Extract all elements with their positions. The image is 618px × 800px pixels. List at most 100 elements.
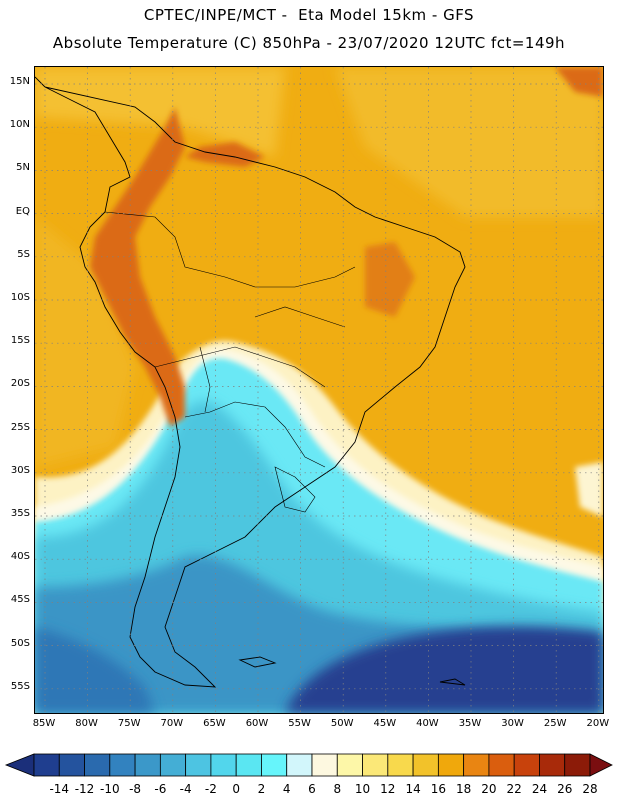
colorbar-label: 4 bbox=[282, 782, 291, 796]
map-title-line1: CPTEC/INPE/MCT - Eta Model 15km - GFS bbox=[143, 6, 475, 24]
graticule bbox=[35, 67, 603, 713]
colorbar-label: -10 bbox=[100, 782, 120, 796]
colorbar-label: 14 bbox=[405, 782, 421, 796]
colorbar-bin-6 bbox=[185, 753, 212, 777]
colorbar-label: -14 bbox=[49, 782, 70, 796]
colorbar-label: 28 bbox=[582, 782, 598, 796]
field-brazil-warm bbox=[365, 242, 415, 317]
lat-label-50S: 50S bbox=[10, 637, 30, 649]
lat-label-30S: 30S bbox=[10, 464, 30, 476]
lon-label-40W: 40W bbox=[416, 718, 439, 729]
colorbar-label: -4 bbox=[179, 782, 192, 796]
colorbar bbox=[4, 753, 613, 777]
lat-label-20S: 20S bbox=[10, 378, 30, 390]
border-brazil-inner bbox=[254, 306, 346, 328]
colorbar-label: 6 bbox=[308, 782, 316, 796]
colorbar-label: 12 bbox=[380, 782, 396, 796]
colorbar-label: 20 bbox=[481, 782, 497, 796]
falkland-islands bbox=[238, 656, 277, 668]
colorbar-label: 10 bbox=[354, 782, 371, 796]
border-bolivia bbox=[154, 346, 326, 388]
uruguay-outline bbox=[274, 466, 316, 513]
colorbar-bin-13 bbox=[362, 753, 389, 777]
lon-label-85W: 85W bbox=[32, 718, 56, 729]
colorbar-bin-3 bbox=[109, 753, 136, 777]
colorbar-bin-9 bbox=[261, 753, 288, 777]
colorbar-under-arrow bbox=[4, 753, 35, 777]
colorbar-label: 22 bbox=[506, 782, 522, 796]
map-title-line2: Absolute Temperature (C) 850hPa - 23/07/… bbox=[52, 34, 566, 52]
lat-label-EQ: EQ bbox=[15, 205, 30, 217]
colorbar-bin-5 bbox=[159, 753, 187, 777]
lat-label-55S: 55S bbox=[10, 680, 30, 692]
field-deep-blue bbox=[285, 626, 603, 713]
colorbar-bin-8 bbox=[235, 753, 262, 777]
colorbar-bin-16 bbox=[437, 753, 465, 777]
lon-label-30W: 30W bbox=[501, 718, 524, 729]
colorbar-bin-11 bbox=[311, 753, 338, 777]
colorbar-bin-20 bbox=[539, 753, 566, 777]
colorbar-label: 2 bbox=[257, 782, 266, 796]
lat-label-10N: 10N bbox=[9, 119, 30, 131]
colorbar-label: 26 bbox=[557, 782, 573, 796]
colorbar-label: -6 bbox=[154, 782, 167, 796]
lon-label-70W: 70W bbox=[160, 718, 184, 729]
colorbar-label: 24 bbox=[531, 782, 548, 796]
field-atlantic-cream bbox=[575, 462, 603, 517]
lat-label-5S: 5S bbox=[17, 248, 30, 260]
lon-label-25W: 25W bbox=[543, 718, 567, 729]
border-north bbox=[104, 211, 356, 288]
map-frame bbox=[34, 66, 604, 714]
colorbar-bin-12 bbox=[336, 753, 363, 777]
lon-label-75W: 75W bbox=[117, 718, 141, 729]
field-blue-southwest bbox=[35, 627, 155, 713]
lat-label-5N: 5N bbox=[16, 162, 30, 174]
lat-label-40S: 40S bbox=[10, 551, 30, 563]
colorbar-bin-18 bbox=[488, 753, 515, 777]
country-borders bbox=[104, 211, 356, 513]
lon-label-50W: 50W bbox=[330, 718, 354, 729]
lat-label-15N: 15N bbox=[9, 76, 30, 87]
lon-label-20W: 20W bbox=[586, 718, 610, 729]
colorbar-bin-17 bbox=[463, 753, 490, 777]
colorbar-label: 18 bbox=[455, 782, 472, 796]
lon-label-55W: 55W bbox=[288, 718, 311, 729]
field-pale-pacific bbox=[35, 217, 135, 467]
lat-label-35S: 35S bbox=[10, 508, 30, 519]
lon-label-60W: 60W bbox=[245, 718, 269, 729]
central-america-coast bbox=[35, 76, 46, 88]
colorbar-bin-15 bbox=[412, 753, 439, 777]
colorbar-label: -12 bbox=[74, 782, 95, 796]
colorbar-bin-10 bbox=[286, 753, 313, 777]
field-pale-atlantic bbox=[335, 67, 603, 217]
lat-label-45S: 45S bbox=[10, 594, 30, 606]
lon-label-45W: 45W bbox=[373, 718, 397, 729]
border-argentina bbox=[184, 401, 326, 468]
colorbar-bin-2 bbox=[84, 753, 111, 777]
colorbar-label: -8 bbox=[129, 782, 142, 796]
colorbar-bin-19 bbox=[513, 753, 540, 777]
south-georgia bbox=[439, 678, 466, 686]
lat-label-10S: 10S bbox=[10, 292, 30, 303]
field-andes-ridge bbox=[90, 107, 185, 427]
colorbar-label: 8 bbox=[333, 782, 342, 796]
colorbar-over-arrow bbox=[589, 753, 613, 777]
colorbar-bin-7 bbox=[210, 753, 237, 777]
colorbar-bin-4 bbox=[134, 753, 161, 777]
lon-label-65W: 65W bbox=[203, 718, 226, 729]
lon-label-80W: 80W bbox=[75, 718, 98, 729]
colorbar-label: 0 bbox=[232, 782, 240, 796]
colorbar-label: -2 bbox=[204, 782, 217, 796]
coastlines bbox=[35, 76, 466, 688]
border-chile bbox=[199, 346, 211, 413]
lon-label-35W: 35W bbox=[458, 718, 482, 729]
field-northeast-hot bbox=[555, 67, 603, 97]
field-pale-north bbox=[35, 67, 285, 157]
colorbar-bin-21 bbox=[564, 753, 591, 777]
lat-label-15S: 15S bbox=[10, 335, 30, 347]
lat-label-25S: 25S bbox=[10, 421, 30, 433]
colorbar-label: 16 bbox=[430, 782, 446, 796]
colorbar-bin-1 bbox=[58, 753, 85, 777]
south-america-coast bbox=[44, 86, 466, 688]
colorbar-bin-0 bbox=[33, 753, 60, 777]
